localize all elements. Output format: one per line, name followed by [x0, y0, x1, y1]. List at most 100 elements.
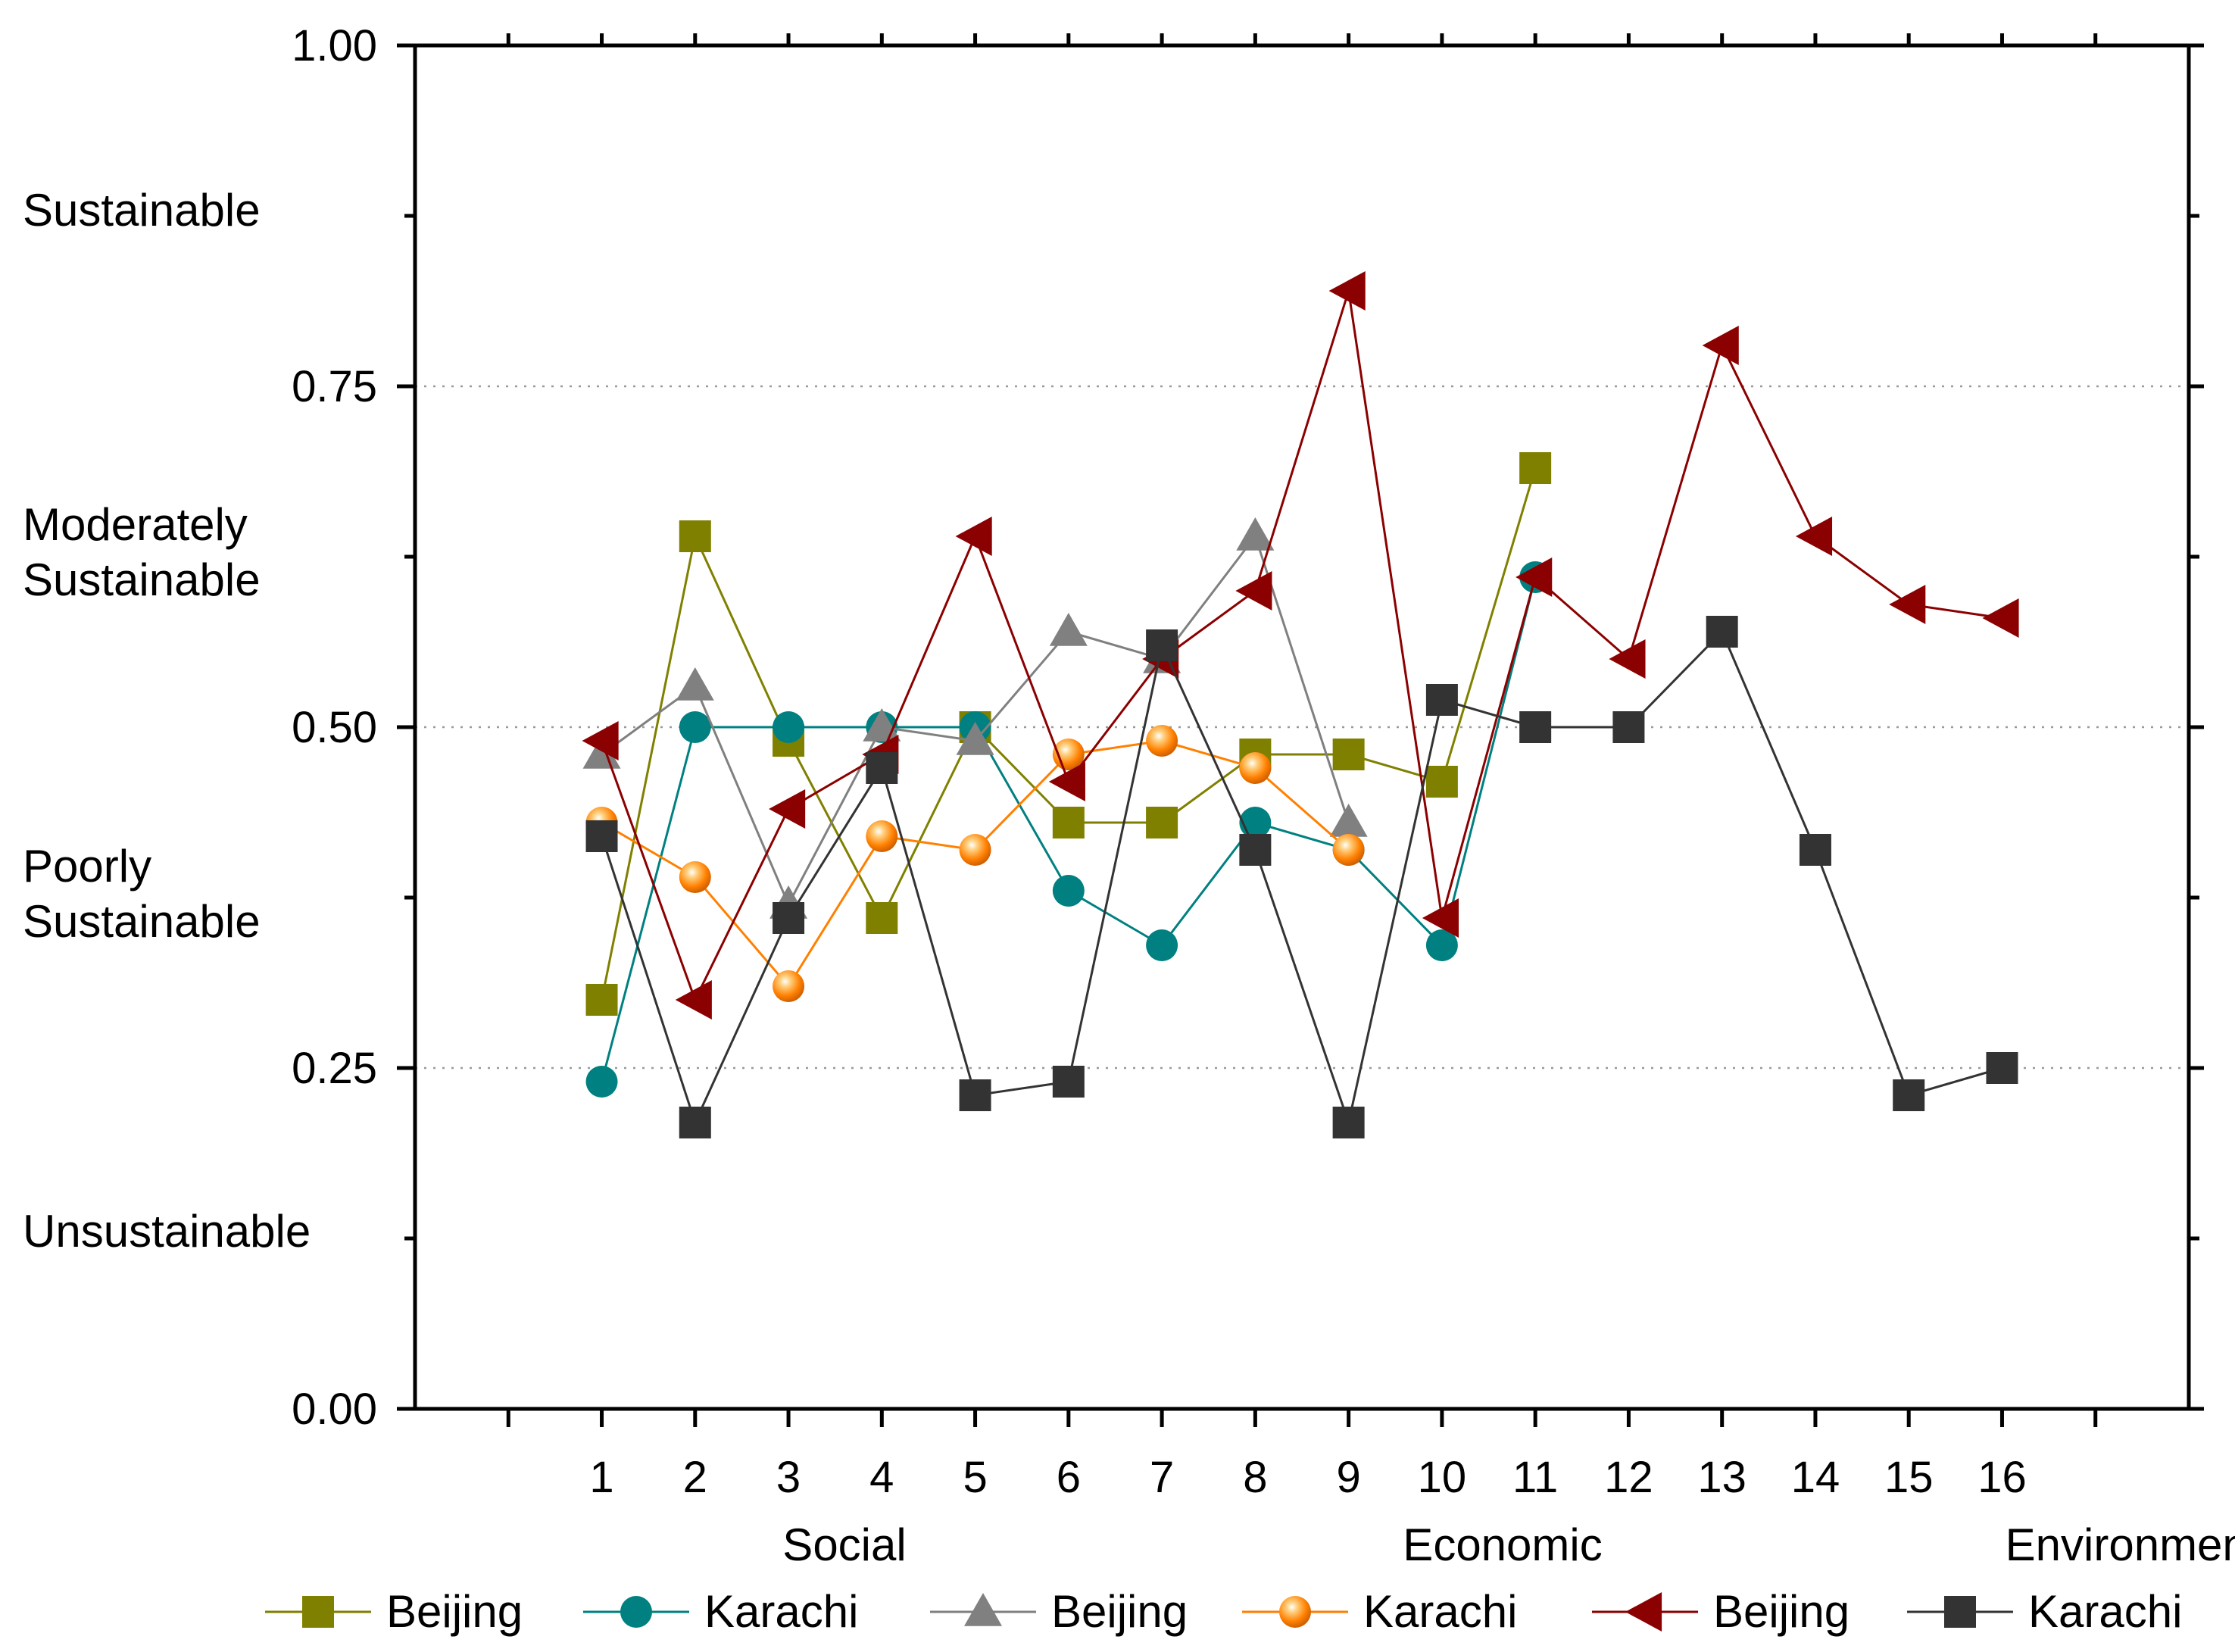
x-tick-label: 14 — [1791, 1453, 1840, 1502]
data-point — [773, 970, 805, 1002]
data-point — [676, 667, 714, 701]
legend-marker — [1279, 1596, 1311, 1628]
data-point — [1332, 834, 1365, 866]
series-social-beijing — [585, 452, 1552, 1016]
data-point — [1052, 875, 1085, 907]
legend-label: Karachi — [1363, 1586, 1517, 1637]
data-point — [1893, 1079, 1925, 1111]
data-point — [1235, 571, 1272, 611]
data-point — [1986, 1052, 2018, 1084]
data-point — [585, 1066, 618, 1098]
data-point — [1795, 517, 1833, 556]
data-point — [679, 711, 711, 743]
legend-marker — [620, 1596, 652, 1628]
data-point — [1328, 271, 1366, 311]
data-point — [585, 984, 618, 1016]
legend: Beijing Karachi Beijing Karachi Beijing Karac… — [265, 1586, 2182, 1637]
legend-marker — [1625, 1592, 1662, 1632]
category-label: Social — [782, 1519, 906, 1570]
data-point — [1239, 834, 1272, 866]
data-point — [679, 1107, 711, 1138]
data-point — [1422, 898, 1459, 938]
zone-label: Moderately — [23, 499, 248, 550]
data-point — [1612, 711, 1645, 743]
data-point — [773, 711, 805, 743]
x-tick-label: 9 — [1336, 1453, 1360, 1502]
data-point — [1146, 629, 1178, 661]
data-point — [1239, 752, 1272, 784]
data-point — [1052, 807, 1085, 838]
data-point — [1609, 639, 1646, 679]
data-point — [1239, 807, 1272, 838]
legend-label: Karachi — [704, 1586, 858, 1637]
series-economic-karachi — [585, 725, 1365, 1002]
category-label: Economic — [1403, 1519, 1602, 1570]
x-tick-label: 1 — [589, 1453, 613, 1502]
x-tick-label: 3 — [776, 1453, 801, 1502]
legend-item: Karachi — [1242, 1586, 1517, 1637]
zone-label: Sustainable — [23, 554, 261, 605]
x-tick-label: 11 — [1512, 1453, 1558, 1502]
data-point — [582, 735, 621, 769]
x-tick-label: 8 — [1243, 1453, 1267, 1502]
data-point — [1049, 613, 1088, 646]
data-point — [1889, 585, 1926, 624]
data-point — [1146, 929, 1178, 961]
data-point — [1052, 1066, 1085, 1098]
y-tick-label: 0.25 — [292, 1044, 377, 1093]
legend-label: Beijing — [1051, 1586, 1188, 1637]
data-point — [959, 1079, 991, 1111]
data-point — [585, 820, 618, 852]
data-point — [679, 861, 711, 893]
x-tick-label: 13 — [1697, 1453, 1746, 1502]
zone-label: Sustainable — [23, 896, 261, 947]
legend-label: Beijing — [386, 1586, 523, 1637]
data-point — [866, 752, 898, 784]
x-tick-label: 10 — [1418, 1453, 1467, 1502]
y-tick-label: 0.50 — [292, 703, 377, 752]
legend-item: Karachi — [1907, 1586, 2182, 1637]
zone-label: Unsustainable — [23, 1206, 311, 1257]
data-point — [675, 980, 712, 1020]
data-point — [866, 902, 898, 934]
data-point — [959, 834, 991, 866]
data-point — [773, 902, 805, 934]
y-tick-label: 1.00 — [292, 21, 377, 70]
data-point — [1425, 929, 1458, 961]
data-point — [582, 721, 619, 760]
x-tick-label: 16 — [1977, 1453, 2027, 1502]
data-series — [582, 271, 2019, 1138]
data-point — [1236, 517, 1275, 551]
series-line — [601, 629, 2002, 1127]
legend-item: Beijing — [1592, 1586, 1849, 1637]
series-line — [601, 467, 1537, 1001]
data-point — [1425, 766, 1458, 798]
legend-marker — [302, 1596, 334, 1628]
data-point — [955, 517, 992, 556]
x-tick-label: 2 — [683, 1453, 707, 1502]
x-tick-label: 12 — [1604, 1453, 1653, 1502]
legend-item: Karachi — [583, 1586, 858, 1637]
legend-marker — [964, 1593, 1002, 1626]
data-point — [1332, 739, 1365, 770]
category-label: Environment — [2006, 1519, 2235, 1570]
data-point — [1702, 326, 1739, 365]
data-point — [1706, 616, 1738, 648]
data-point — [1146, 807, 1178, 838]
x-tick-label: 5 — [963, 1453, 987, 1502]
axes: 0.000.250.500.751.001 2 3 4 5 6 7 8 9 10 11 12 13 14 1… — [292, 21, 2235, 1570]
x-tick-label: 6 — [1057, 1453, 1081, 1502]
series-line — [601, 290, 2002, 1003]
data-point — [1146, 725, 1178, 757]
x-tick-label: 7 — [1150, 1453, 1174, 1502]
zone-label: Sustainable — [23, 185, 261, 236]
zone-label: Poorly — [23, 841, 151, 892]
x-tick-label: 15 — [1884, 1453, 1934, 1502]
legend-item: Beijing — [265, 1586, 523, 1637]
y-tick-label: 0.00 — [292, 1385, 377, 1434]
data-point — [1329, 804, 1368, 837]
series-environment-beijing — [582, 271, 2019, 1020]
y-tick-label: 0.75 — [292, 362, 377, 411]
data-point — [1048, 762, 1085, 801]
